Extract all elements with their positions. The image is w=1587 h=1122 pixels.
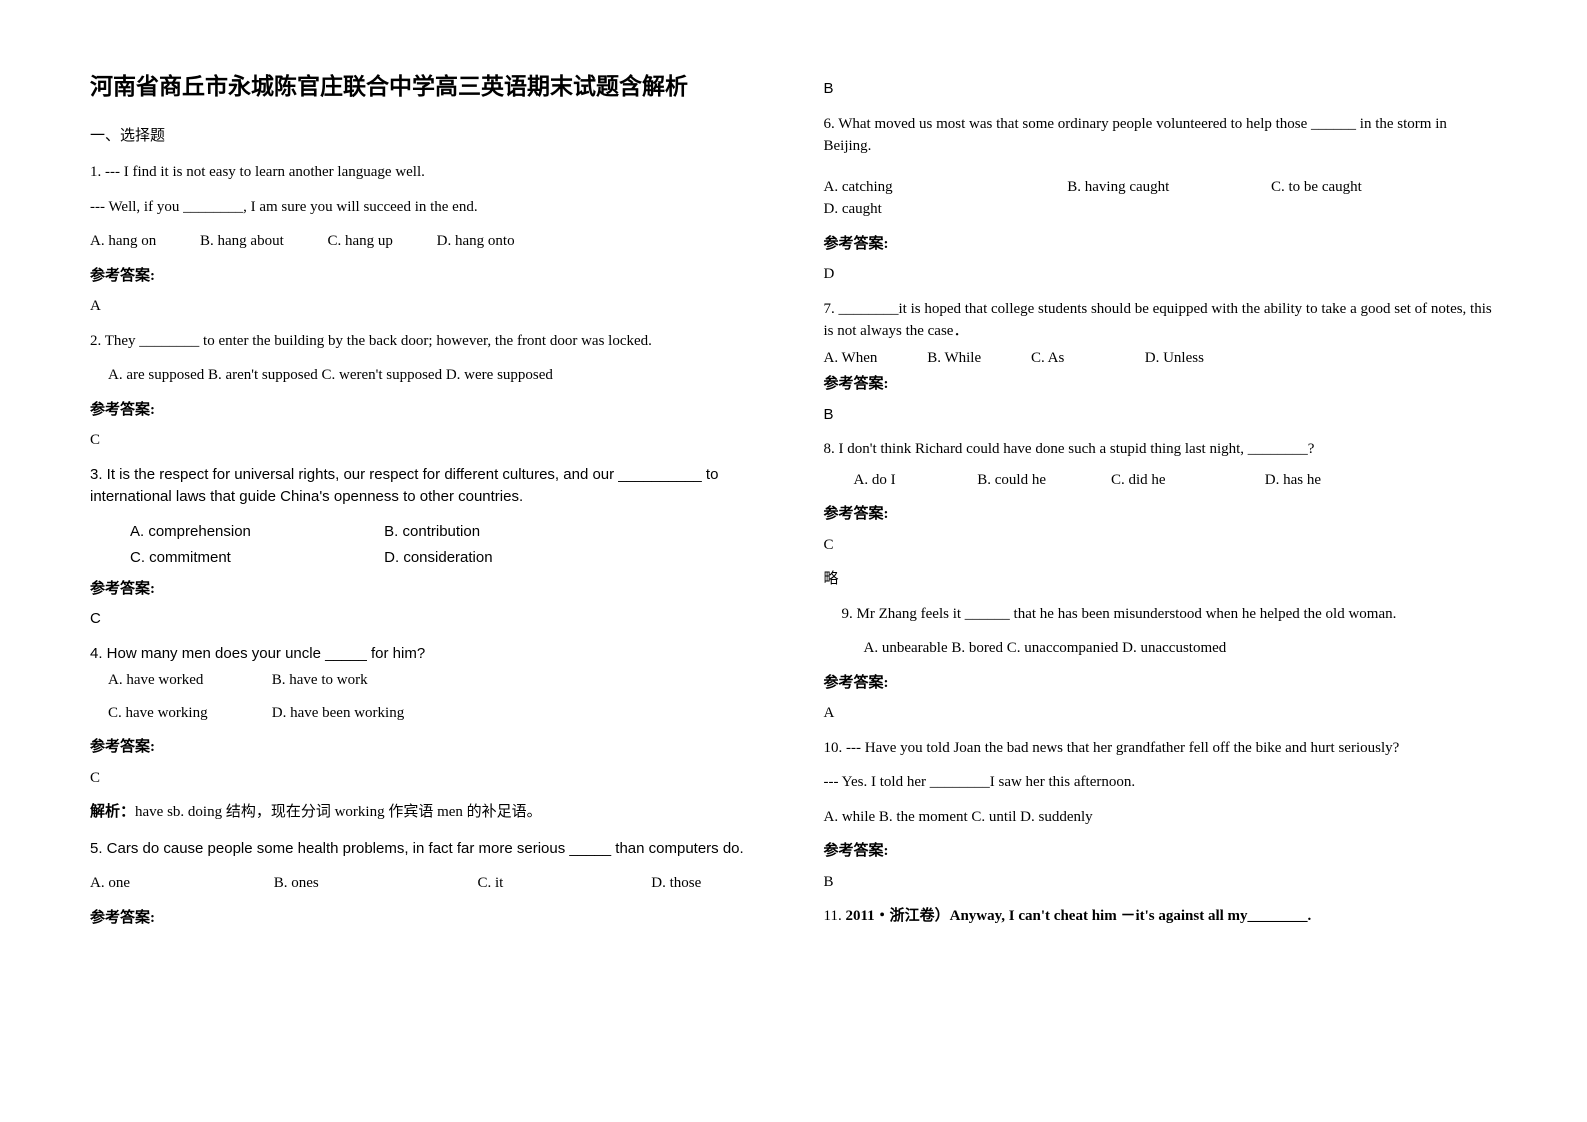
- q8-ans: C: [824, 534, 1498, 557]
- q8-note: 略: [824, 568, 1498, 591]
- q11-prefix: 11.: [824, 908, 846, 924]
- q4-explain-label: 解析：: [90, 804, 135, 820]
- q7-text: 7. ________it is hoped that college stud…: [824, 298, 1498, 343]
- q4-options: A. have worked B. have to work C. have w…: [108, 669, 764, 724]
- document-page: 河南省商丘市永城陈官庄联合中学高三英语期末试题含解析 一、选择题 1. --- …: [90, 70, 1497, 940]
- q3-optB: B. contribution: [384, 521, 634, 544]
- q7-optA: A. When: [824, 347, 924, 370]
- right-column: B 6. What moved us most was that some or…: [824, 70, 1498, 940]
- q10-options: A. while B. the moment C. until D. sudde…: [824, 806, 1498, 829]
- q6-options: A. catching B. having caught C. to be ca…: [824, 176, 1498, 221]
- q4-text: 4. How many men does your uncle _____ fo…: [90, 643, 764, 666]
- q7-optD: D. Unless: [1145, 350, 1204, 366]
- q7-optC: C. As: [1031, 347, 1141, 370]
- q9-options: A. unbearable B. bored C. unaccompanied …: [864, 637, 1498, 660]
- q4-optD: D. have been working: [272, 705, 404, 721]
- q5-ans-label: 参考答案:: [90, 907, 764, 930]
- q4-explain-text: have sb. doing 结构，现在分词 working 作宾语 men 的…: [135, 804, 542, 820]
- q10-ans: B: [824, 871, 1498, 894]
- q8-optA: A. do I: [854, 469, 974, 492]
- q1-ans: A: [90, 295, 764, 318]
- q6-ans-label: 参考答案:: [824, 233, 1498, 256]
- q5-optC: C. it: [478, 872, 608, 895]
- q6-optA: A. catching: [824, 176, 1024, 199]
- q5-options: A. one B. ones C. it D. those: [90, 872, 764, 895]
- q8-optD: D. has he: [1265, 472, 1321, 488]
- q6-text: 6. What moved us most was that some ordi…: [824, 113, 1498, 158]
- q1-optD: D. hang onto: [437, 230, 515, 253]
- q4-optB: B. have to work: [272, 672, 368, 688]
- section-heading: 一、选择题: [90, 125, 764, 148]
- q4-explain: 解析：have sb. doing 结构，现在分词 working 作宾语 me…: [90, 801, 764, 824]
- left-column: 河南省商丘市永城陈官庄联合中学高三英语期末试题含解析 一、选择题 1. --- …: [90, 70, 764, 940]
- q10-line1: 10. --- Have you told Joan the bad news …: [824, 737, 1498, 760]
- q3-optA: A. comprehension: [130, 521, 380, 544]
- q8-text: 8. I don't think Richard could have done…: [824, 438, 1498, 461]
- q5-optA: A. one: [90, 872, 230, 895]
- q3-options: A. comprehension B. contribution C. comm…: [130, 521, 764, 574]
- q2-ans-label: 参考答案:: [90, 399, 764, 422]
- q4-ans: C: [90, 767, 764, 790]
- q9-ans: A: [824, 702, 1498, 725]
- q7-options: A. When B. While C. As D. Unless: [824, 347, 1498, 370]
- q3-ans: C: [90, 608, 764, 631]
- q1-optB: B. hang about: [200, 230, 284, 253]
- q3-text: 3. It is the respect for universal right…: [90, 464, 764, 509]
- q4-ans-label: 参考答案:: [90, 736, 764, 759]
- q2-text: 2. They ________ to enter the building b…: [90, 330, 764, 353]
- q1-line1: 1. --- I find it is not easy to learn an…: [90, 161, 764, 184]
- q5-optB: B. ones: [274, 872, 434, 895]
- q6-ans: D: [824, 263, 1498, 286]
- q9-text: 9. Mr Zhang feels it ______ that he has …: [842, 603, 1498, 626]
- q11-text: 2011・浙江卷）Anyway, I can't cheat him －it's…: [845, 908, 1311, 924]
- q8-optB: B. could he: [977, 469, 1107, 492]
- q10-line2: --- Yes. I told her ________I saw her th…: [824, 771, 1498, 794]
- q4-optC: C. have working: [108, 702, 268, 725]
- doc-title: 河南省商丘市永城陈官庄联合中学高三英语期末试题含解析: [90, 70, 764, 105]
- q8-optC: C. did he: [1111, 469, 1261, 492]
- q6-optB: B. having caught: [1067, 176, 1227, 199]
- q11: 11. 2011・浙江卷）Anyway, I can't cheat him －…: [824, 905, 1498, 928]
- q8-ans-label: 参考答案:: [824, 503, 1498, 526]
- q3-optD: D. consideration: [384, 547, 634, 570]
- q1-options: A. hang on B. hang about C. hang up D. h…: [90, 230, 764, 253]
- q6-optD: D. caught: [824, 198, 882, 221]
- q1-optA: A. hang on: [90, 230, 156, 253]
- q7-ans: B: [824, 404, 1498, 427]
- q5-text: 5. Cars do cause people some health prob…: [90, 838, 764, 861]
- q9-ans-label: 参考答案:: [824, 672, 1498, 695]
- q1-ans-label: 参考答案:: [90, 265, 764, 288]
- q2-ans: C: [90, 429, 764, 452]
- q1-optC: C. hang up: [328, 230, 393, 253]
- q5-optD: D. those: [651, 872, 701, 895]
- q8-options: A. do I B. could he C. did he D. has he: [854, 469, 1498, 492]
- q6-optC: C. to be caught: [1271, 176, 1431, 199]
- q4-optA: A. have worked: [108, 669, 268, 692]
- q7-optB: B. While: [927, 347, 1027, 370]
- q2-options: A. are supposed B. aren't supposed C. we…: [108, 364, 764, 387]
- q7-ans-label: 参考答案:: [824, 373, 1498, 396]
- q5-ans: B: [824, 78, 1498, 101]
- q3-ans-label: 参考答案:: [90, 578, 764, 601]
- q1-line2: --- Well, if you ________, I am sure you…: [90, 196, 764, 219]
- q10-ans-label: 参考答案:: [824, 840, 1498, 863]
- q3-optC: C. commitment: [130, 547, 380, 570]
